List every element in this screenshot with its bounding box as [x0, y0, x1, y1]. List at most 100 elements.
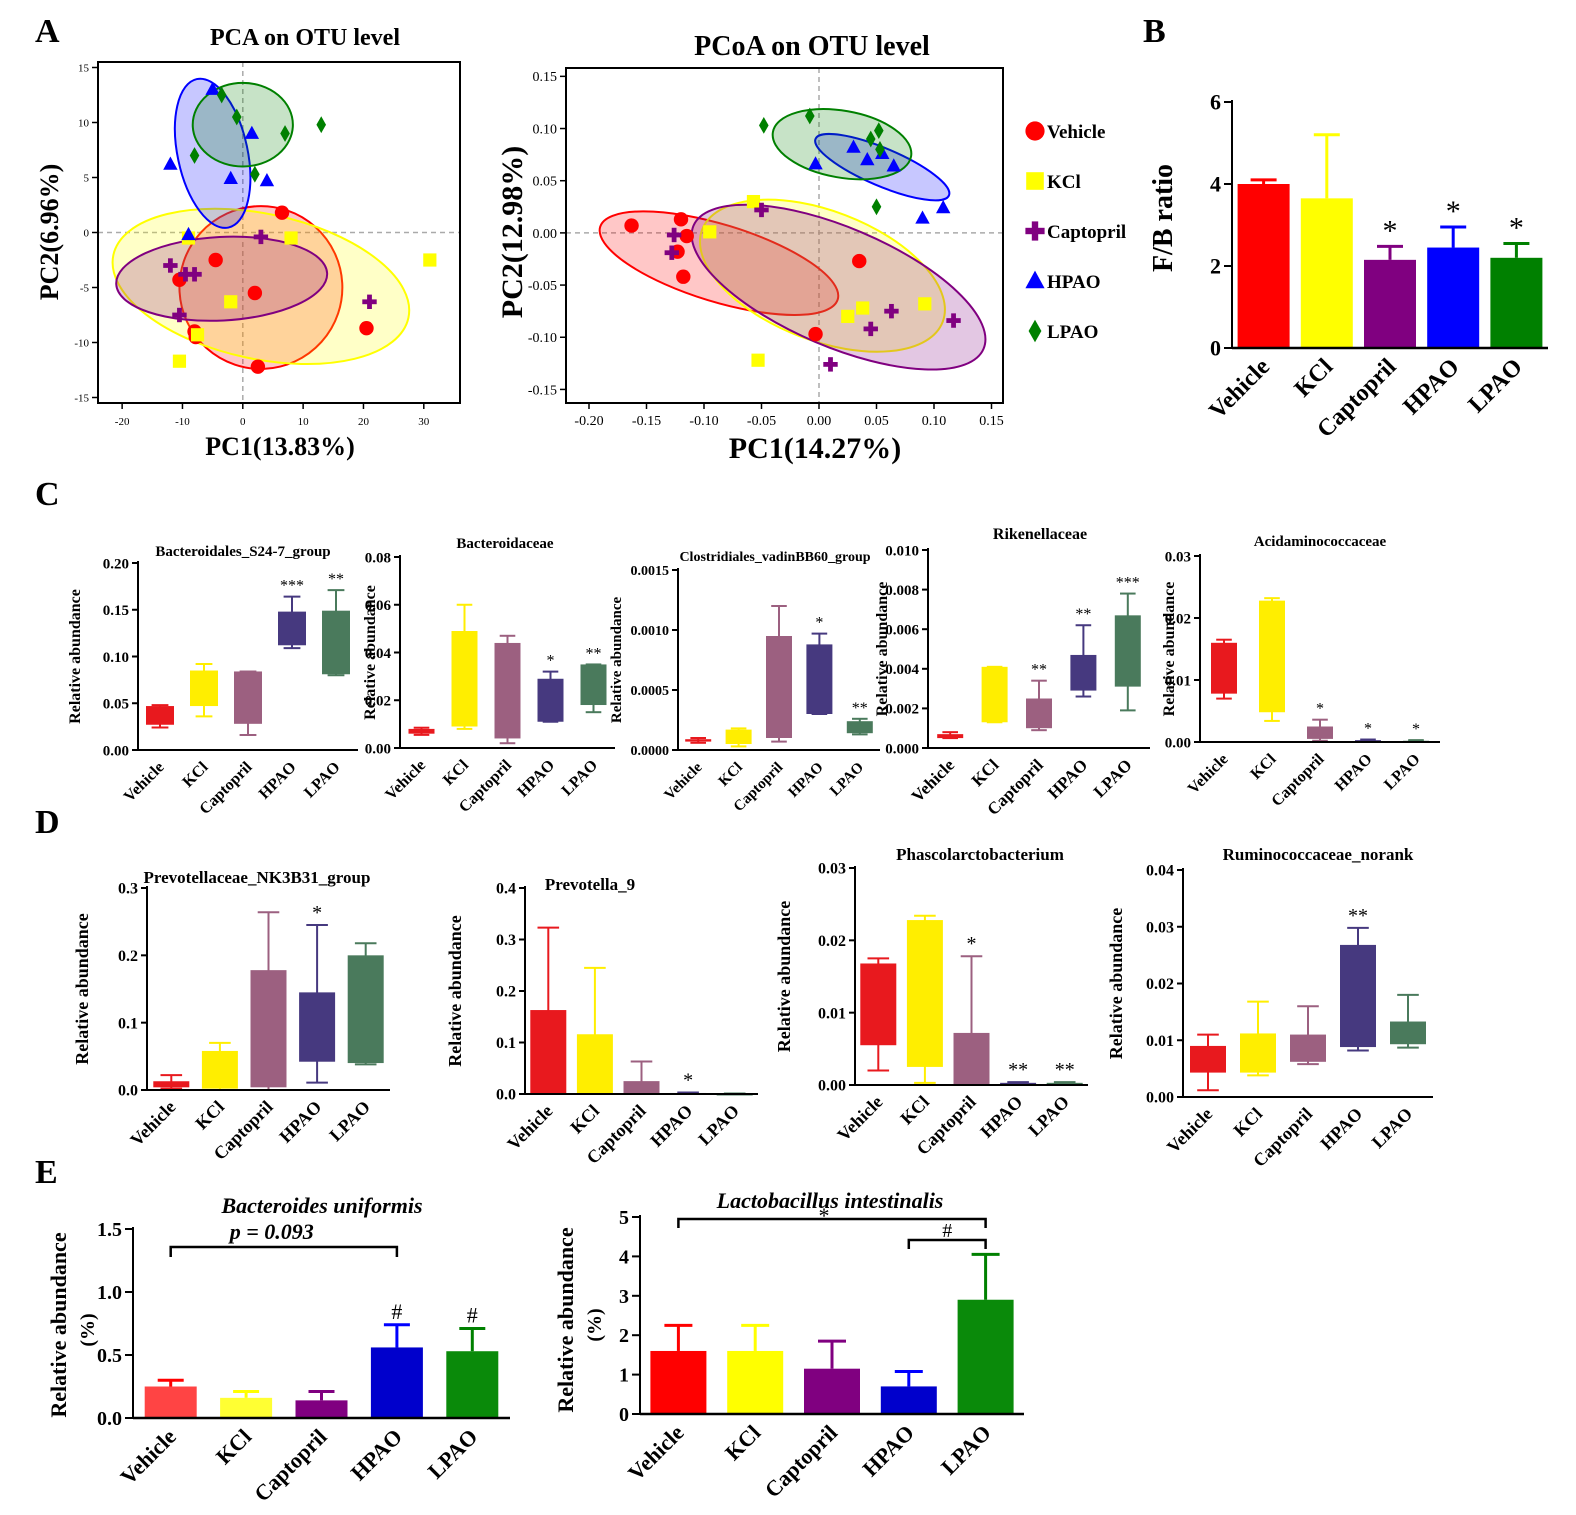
group-legend: Vehicle KCl Captopril HPAO LPAO: [1025, 121, 1126, 343]
y-tick-label: 0.02: [1165, 611, 1191, 627]
bar: [1237, 184, 1290, 348]
marker-diamond: [759, 116, 769, 134]
marker-triangle: [205, 81, 220, 95]
x-tick-label: 10: [298, 416, 310, 428]
category-label: KCl: [1229, 1104, 1266, 1141]
box: [937, 734, 964, 739]
category-label: KCl: [566, 1101, 603, 1138]
bar: [804, 1368, 860, 1414]
y-tick-label: 4: [1210, 172, 1221, 197]
x-tick-label: 0.15: [979, 414, 1004, 429]
y-tick-label: -5: [80, 282, 90, 294]
significance-mark: *: [1509, 211, 1524, 244]
category-label: Vehicle: [115, 1424, 181, 1490]
y-tick-label: -15: [74, 392, 89, 404]
category-label: HPAO: [275, 1097, 325, 1147]
category-label: KCl: [440, 756, 473, 789]
marker-plus: [192, 267, 197, 282]
x-tick-label: -0.10: [689, 414, 718, 429]
y-tick-label: 0.2: [118, 948, 138, 965]
y-axis-label: Relative abundance: [874, 582, 891, 717]
significance-mark: **: [1031, 662, 1047, 679]
category-label: HPAO: [1332, 751, 1376, 795]
significance-mark: **: [328, 571, 344, 588]
y-tick-label: 3: [619, 1286, 629, 1308]
y-axis-label: Relative abundance: [553, 1227, 578, 1412]
comparison-bracket: [907, 1238, 987, 1249]
significance-mark: *: [1446, 195, 1461, 228]
bar: [370, 1347, 423, 1418]
y-tick-label: 0.000: [885, 741, 919, 757]
y-axis-label: F/B ratio: [1148, 164, 1179, 272]
comparison-bracket: [677, 1217, 987, 1228]
y-tick-label: 0.04: [365, 646, 392, 662]
marker-triangle: [181, 226, 196, 241]
y-tick-label: 0.01: [1146, 1033, 1174, 1050]
y-tick-label: 0.010: [885, 543, 919, 559]
marker-triangle: [846, 139, 861, 153]
y-tick-label: 0.03: [818, 861, 846, 878]
y-tick-label: 0.15: [533, 70, 558, 85]
bar: [727, 1350, 784, 1414]
x-tick-label: -0.15: [632, 414, 661, 429]
marker-square: [284, 231, 298, 245]
chart-title: Prevotellaceae_NK3B31_group: [144, 868, 371, 887]
group-ellipse: [598, 210, 840, 316]
y-tick-label: 0.0: [97, 1408, 122, 1430]
box: [190, 670, 218, 707]
category-label: Vehicle: [1185, 751, 1232, 798]
y-tick-label: 0.00: [1165, 735, 1191, 751]
box: [580, 664, 607, 706]
y-tick-label: 0.02: [365, 694, 391, 710]
marker-plus: [168, 258, 173, 273]
significance-mark: **: [586, 645, 602, 662]
group-ellipse: [191, 81, 294, 168]
y-tick-label: 5: [84, 172, 90, 184]
chart-title: Ruminococcaceae_norank: [1223, 845, 1414, 864]
box: [725, 729, 752, 744]
marker-circle: [624, 218, 639, 233]
marker-triangle: [915, 210, 930, 224]
box: [860, 963, 897, 1046]
marker-diamond: [189, 147, 200, 164]
panel-label-b: B: [1143, 13, 1166, 50]
chart-title: Bacteroides uniformis: [220, 1193, 422, 1218]
panel-label-a: A: [35, 13, 60, 50]
chart-title: Phascolarctobacterium: [896, 845, 1064, 864]
category-label: HPAO: [1316, 1104, 1366, 1154]
y-axis-label: Relative abundance: [1106, 908, 1126, 1060]
y-tick-label: 0.00: [103, 743, 129, 759]
bar: [1364, 259, 1416, 348]
y-axis-label: PC2(6.96%): [35, 164, 64, 300]
box: [1046, 1082, 1083, 1085]
x-tick-label: -0.20: [574, 414, 603, 429]
category-label: LPAO: [301, 759, 344, 802]
x-tick-label: -0.05: [747, 414, 776, 429]
marker-circle: [250, 359, 266, 374]
category-label: KCl: [179, 758, 212, 791]
marker-circle: [679, 228, 694, 244]
box: [1000, 1082, 1037, 1085]
significance-mark: ***: [280, 578, 304, 595]
significance-mark: *: [312, 902, 322, 924]
category-label: LPAO: [694, 1101, 743, 1150]
marker-square: [1026, 172, 1044, 190]
pca-plot: -20 -10 0 10 20 30 -15 -10 -5 0 5 10 15 PCA on OTU le…: [35, 25, 461, 461]
box: [685, 739, 712, 742]
category-label: KCl: [720, 1420, 765, 1465]
box: [1259, 600, 1285, 713]
marker-diamond: [874, 122, 884, 140]
chart-title: Acidaminococcaceae: [1254, 534, 1387, 550]
box: [1114, 615, 1141, 687]
marker-diamond: [875, 141, 885, 158]
marker-circle: [359, 321, 374, 336]
y-tick-label: 0.08: [365, 550, 391, 566]
marker-triangle: [163, 156, 178, 170]
chart-title: Clostridiales_vadinBB60_group: [679, 550, 870, 565]
box: [322, 610, 350, 675]
marker-diamond: [280, 125, 290, 142]
